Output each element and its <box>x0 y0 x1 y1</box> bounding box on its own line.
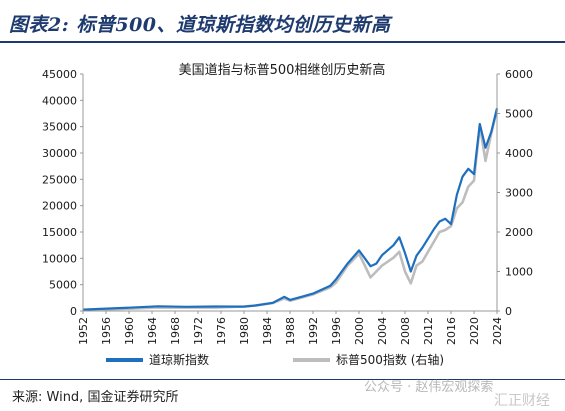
y-right-tick-label: 2000 <box>505 226 533 239</box>
x-tick-label: 1984 <box>261 317 274 345</box>
x-tick-label: 1964 <box>146 317 159 345</box>
x-tick-label: 1980 <box>238 317 251 345</box>
x-tick-label: 1968 <box>169 317 182 345</box>
x-tick-label: 2020 <box>468 317 481 345</box>
legend-label-dow: 道琼斯指数 <box>149 352 209 367</box>
y-right-tick-label: 0 <box>505 305 512 318</box>
y-left-tick-label: 30000 <box>42 147 77 160</box>
title-divider <box>0 41 565 43</box>
x-tick-label: 1952 <box>77 317 90 345</box>
x-tick-label: 2008 <box>399 317 412 345</box>
y-left-tick-label: 45000 <box>42 68 77 81</box>
legend: 道琼斯指数 标普500指数 (右轴) <box>106 352 444 367</box>
y-left-tick-label: 40000 <box>42 94 77 107</box>
x-tick-label: 2012 <box>422 317 435 345</box>
x-tick-label: 1988 <box>284 317 297 345</box>
y-left-tick-label: 20000 <box>42 200 77 213</box>
source-note: 来源: Wind, 国金证券研究所 <box>12 390 179 405</box>
x-tick-label: 1992 <box>307 317 320 345</box>
y-right-tick-label: 3000 <box>505 187 533 200</box>
y-right-tick-label: 1000 <box>505 266 533 279</box>
x-tick-label: 1956 <box>100 317 113 345</box>
x-tick-label: 2016 <box>445 317 458 345</box>
x-tick-label: 2024 <box>491 317 504 345</box>
footer-divider <box>0 379 565 380</box>
x-tick-label: 1972 <box>192 317 205 345</box>
y-right-tick-label: 4000 <box>505 147 533 160</box>
series-line-sp500 <box>82 109 499 312</box>
y-right-tick-label: 5000 <box>505 108 533 121</box>
watermark-logo: 汇正财经 <box>494 393 550 409</box>
watermark: 公众号 · 赵伟宏观探索 <box>364 380 494 395</box>
x-tick-label: 1996 <box>330 317 343 345</box>
y-left-tick-label: 5000 <box>49 279 77 292</box>
y-right-tick-label: 6000 <box>505 68 533 81</box>
y-left-tick-label: 15000 <box>42 226 77 239</box>
y-left-tick-label: 10000 <box>42 252 77 265</box>
axes: 0500010000150002000025000300003500040000… <box>42 68 533 345</box>
y-left-tick-label: 35000 <box>42 121 77 134</box>
x-tick-label: 1976 <box>215 317 228 345</box>
y-left-tick-label: 0 <box>70 305 77 318</box>
x-tick-label: 2000 <box>353 317 366 345</box>
plot-area <box>82 107 499 312</box>
page-title: 图表2: 标普500、道琼斯指数均创历史新高 <box>9 14 391 36</box>
series-line-dow <box>82 107 499 311</box>
x-tick-label: 1960 <box>123 317 136 345</box>
y-left-tick-label: 25000 <box>42 173 77 186</box>
x-tick-label: 2004 <box>376 317 389 345</box>
chart-title: 美国道指与标普500相继创历史新高 <box>179 62 386 78</box>
legend-label-sp500: 标普500指数 (右轴) <box>336 352 444 367</box>
chart: 美国道指与标普500相继创历史新高 0500010000150002000025… <box>42 62 533 367</box>
